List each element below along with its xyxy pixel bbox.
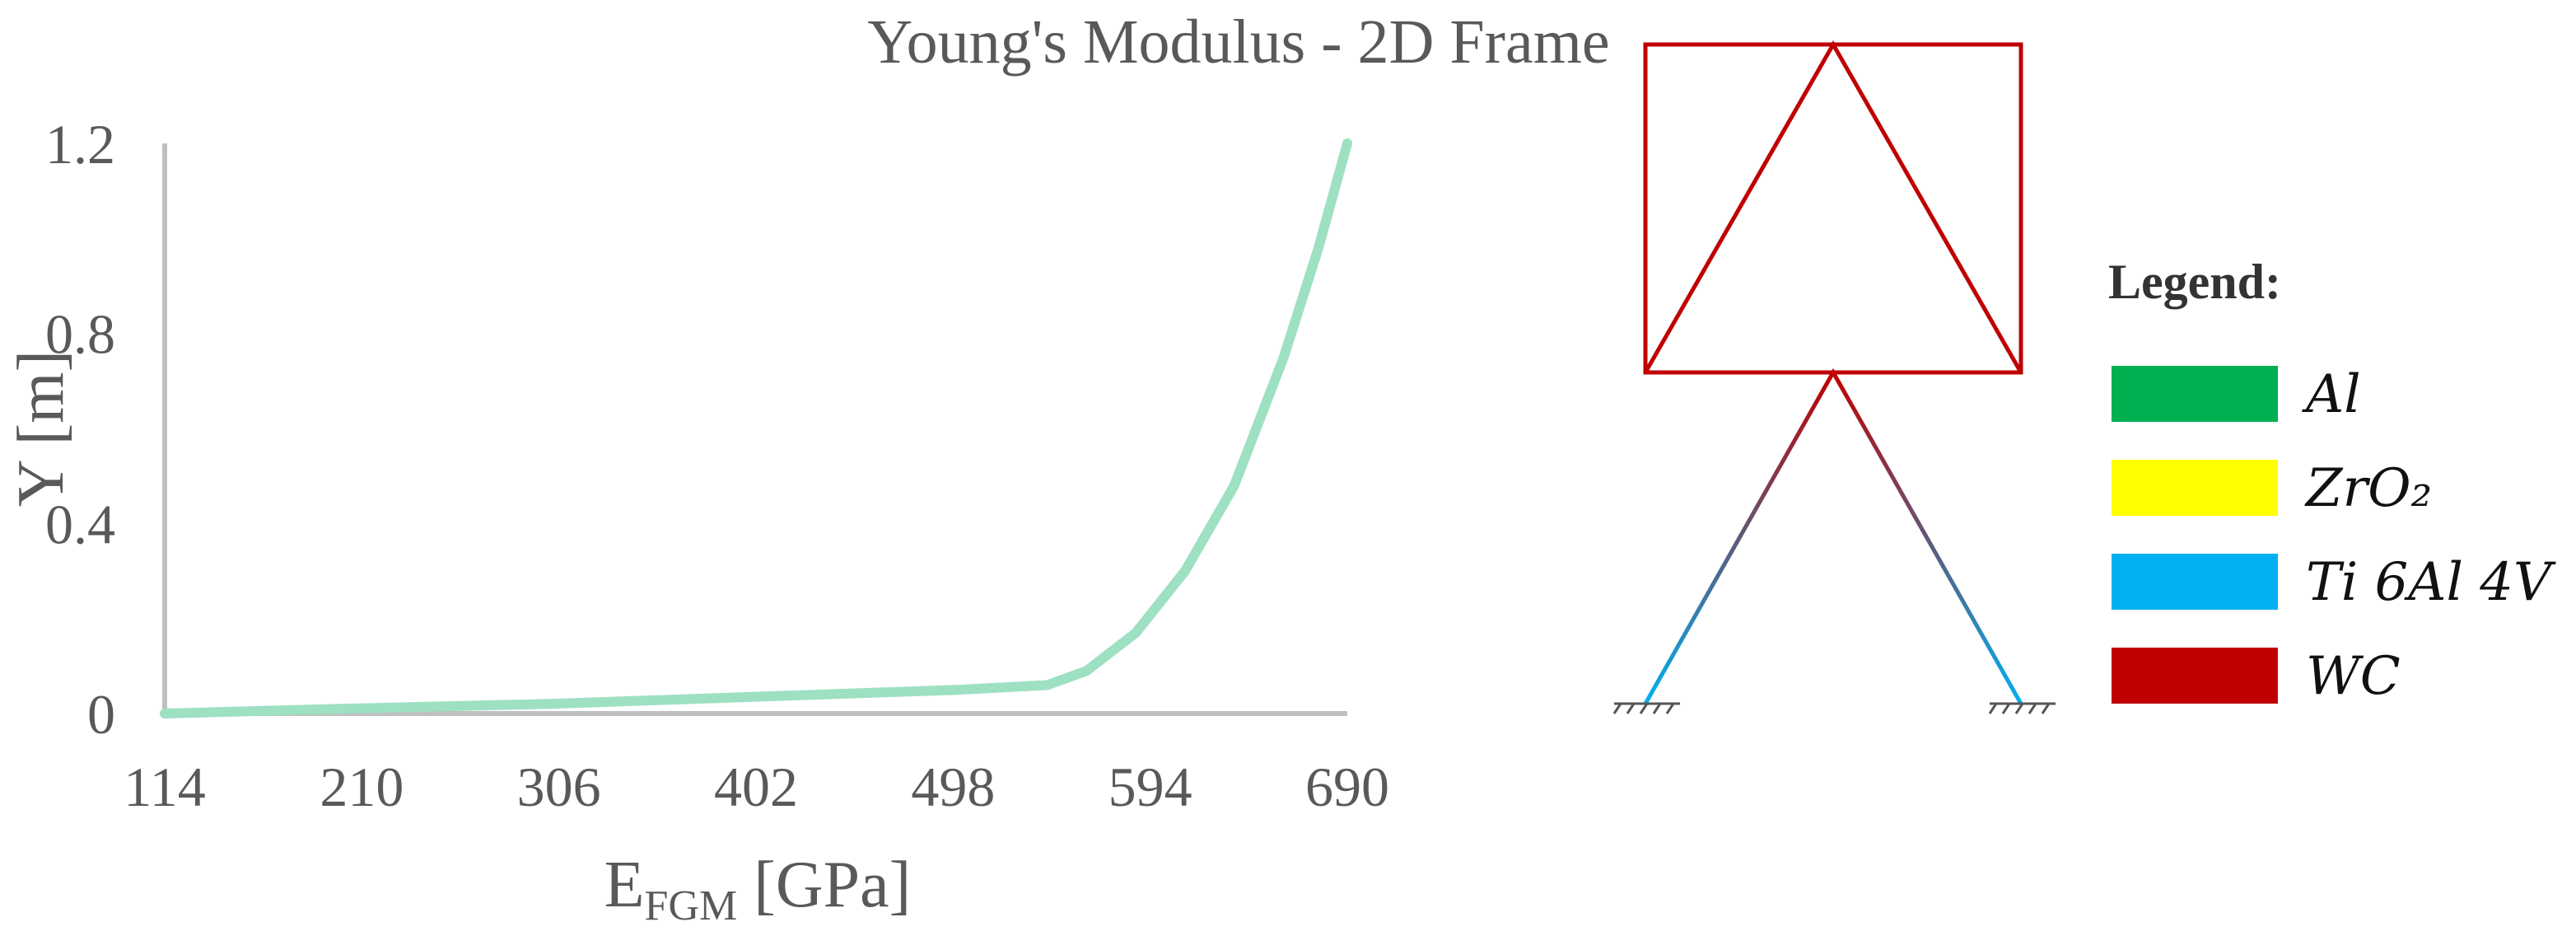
chart-title: Young's Modulus - 2D Frame <box>867 7 1609 77</box>
x-tick-label: 690 <box>1305 756 1389 818</box>
x-axis-label: EFGM [GPa] <box>604 849 912 929</box>
x-tick-label: 402 <box>714 756 798 818</box>
legend-swatch <box>2112 366 2278 422</box>
legend-label: WC <box>2306 646 2401 707</box>
x-tick-label: 114 <box>124 756 205 818</box>
legend-swatch <box>2112 648 2278 704</box>
x-tick-label: 306 <box>517 756 601 818</box>
y-tick-label: 0 <box>87 683 115 746</box>
y-tick-label: 1.2 <box>45 113 115 176</box>
legend-label: Al <box>2302 364 2361 425</box>
legend-title: Legend: <box>2108 255 2281 309</box>
x-tick-label: 594 <box>1108 756 1192 818</box>
x-label-subscript: FGM <box>645 882 738 929</box>
legend-swatch <box>2112 554 2278 610</box>
x-label-base: E <box>604 849 645 921</box>
legend-swatch <box>2112 460 2278 516</box>
legend-label: ZrO₂ <box>2304 458 2432 519</box>
x-label-unit: [GPa] <box>754 849 911 921</box>
x-tick-label: 498 <box>911 756 995 818</box>
legend-label: Ti 6Al 4V <box>2306 552 2556 613</box>
frame <box>1612 40 2056 714</box>
y-axis-label: Y [m] <box>5 350 77 507</box>
y-tick-label: 0.8 <box>45 303 115 366</box>
data-line <box>160 138 1352 718</box>
y-tick-label: 0.4 <box>45 493 115 555</box>
x-tick-label: 210 <box>320 756 404 818</box>
